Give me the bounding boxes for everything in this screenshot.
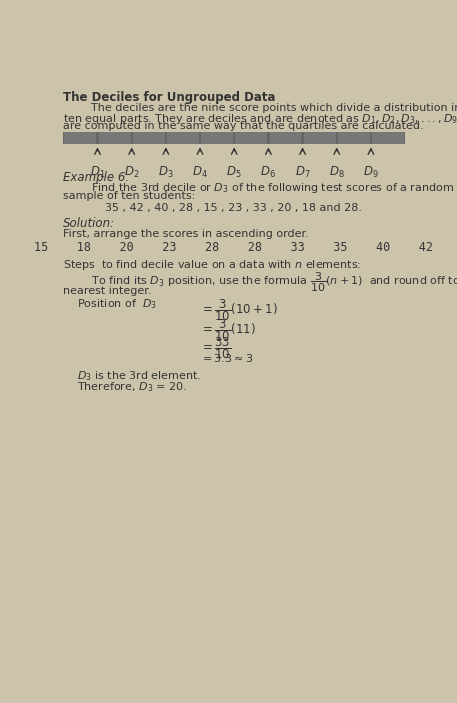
- Text: Find the 3rd decile or $D_3$ of the following test scores of a random: Find the 3rd decile or $D_3$ of the foll…: [64, 181, 455, 195]
- Text: $D_3$: $D_3$: [158, 165, 174, 179]
- Text: $D_1$: $D_1$: [90, 165, 105, 179]
- Bar: [235, 132, 267, 144]
- Text: $= 3.3 \approx 3$: $= 3.3 \approx 3$: [201, 352, 254, 364]
- Text: $D_6$: $D_6$: [260, 165, 276, 179]
- Bar: [64, 132, 96, 144]
- Bar: [64, 132, 405, 144]
- Bar: [201, 132, 233, 144]
- Text: $D_7$: $D_7$: [295, 165, 310, 179]
- Text: ten equal parts. They are deciles and are denoted as $D_1, D_2, D_3,..., D_9$. T: ten equal parts. They are deciles and ar…: [64, 112, 457, 126]
- Text: Position of  $D_3$: Position of $D_3$: [64, 297, 157, 311]
- Text: $D_3$ is the 3rd element.: $D_3$ is the 3rd element.: [64, 369, 202, 383]
- Bar: [167, 132, 199, 144]
- Text: $D_9$: $D_9$: [363, 165, 379, 179]
- Text: Example 6.: Example 6.: [64, 171, 129, 183]
- Bar: [304, 132, 335, 144]
- Text: Solution:: Solution:: [64, 217, 116, 230]
- Text: 15    18    20    23    28    28    33    35    40    42: 15 18 20 23 28 28 33 35 40 42: [34, 241, 433, 254]
- Text: $= \dfrac{33}{10}$: $= \dfrac{33}{10}$: [201, 335, 232, 361]
- Text: $D_5$: $D_5$: [226, 165, 242, 179]
- Text: Steps  to find decile value on a data with $n$ elements:: Steps to find decile value on a data wit…: [64, 259, 361, 272]
- Text: sample of ten students:: sample of ten students:: [64, 191, 196, 200]
- Text: First, arrange the scores in ascending order.: First, arrange the scores in ascending o…: [64, 229, 309, 239]
- Text: Therefore, $D_3$ = 20.: Therefore, $D_3$ = 20.: [64, 380, 187, 394]
- Text: $D_8$: $D_8$: [329, 165, 345, 179]
- Text: 35 , 42 , 40 , 28 , 15 , 23 , 33 , 20 , 18 and 28.: 35 , 42 , 40 , 28 , 15 , 23 , 33 , 20 , …: [105, 203, 362, 213]
- Text: are computed in the same way that the quartiles are calculated.: are computed in the same way that the qu…: [64, 122, 424, 131]
- Bar: [133, 132, 165, 144]
- Text: The Deciles for Ungrouped Data: The Deciles for Ungrouped Data: [64, 91, 276, 103]
- Text: $= \dfrac{3}{10}(10+1)$: $= \dfrac{3}{10}(10+1)$: [201, 297, 278, 323]
- Text: nearest integer.: nearest integer.: [64, 286, 152, 296]
- Text: $= \dfrac{3}{10}(11)$: $= \dfrac{3}{10}(11)$: [201, 317, 256, 342]
- Text: The deciles are the nine score points which divide a distribution into: The deciles are the nine score points wh…: [64, 103, 457, 113]
- Text: $D_4$: $D_4$: [192, 165, 208, 179]
- Bar: [270, 132, 302, 144]
- Bar: [372, 132, 404, 144]
- Text: $D_2$: $D_2$: [124, 165, 139, 179]
- Bar: [99, 132, 131, 144]
- Text: To find its $D_3$ position, use the formula $\dfrac{3}{10}(n+1)$  and round off : To find its $D_3$ position, use the form…: [64, 271, 457, 294]
- Bar: [338, 132, 370, 144]
